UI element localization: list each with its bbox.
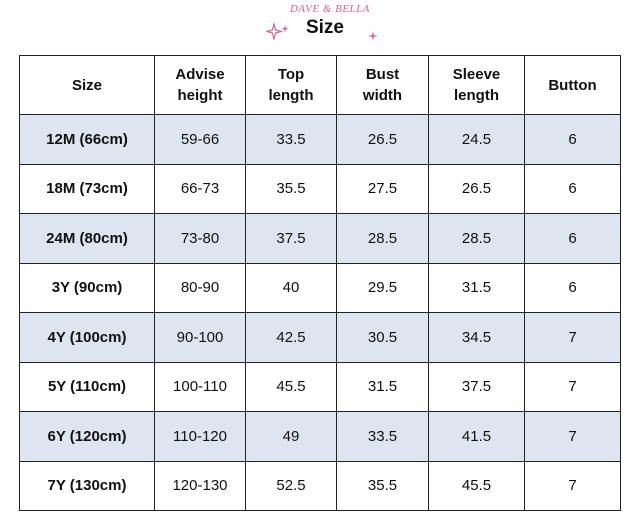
header-line: length: [454, 87, 499, 104]
header-line: Bust: [365, 66, 400, 83]
top-length-cell: 49: [245, 411, 337, 462]
button-cell: 6: [524, 163, 621, 214]
size-cell: 3Y (90cm): [19, 262, 155, 313]
sleeve-length-cell: 24.5: [428, 114, 525, 165]
table-header-row: Size Advise height Top length Bust width Sl…: [19, 55, 621, 115]
bust-width-cell: 27.5: [336, 163, 429, 214]
header-line: length: [268, 87, 314, 104]
bust-width-cell: 30.5: [336, 312, 429, 363]
column-header-top-length: Top length: [245, 55, 337, 115]
height-cell: 80-90: [154, 262, 246, 313]
size-cell: 24M (80cm): [19, 213, 155, 264]
header-line: height: [177, 87, 223, 104]
header-line: width: [362, 87, 403, 104]
sleeve-length-cell: 28.5: [428, 213, 525, 264]
top-length-cell: 35.5: [245, 163, 337, 214]
table-row: 6Y (120cm) 110-120 49 33.5 41.5 7: [19, 411, 621, 462]
bust-width-cell: 33.5: [336, 411, 429, 462]
size-chart-table: Size Advise height Top length Bust width Sl…: [19, 55, 621, 511]
header-line: Top: [277, 66, 305, 83]
size-cell: 18M (73cm): [19, 163, 155, 214]
page-title: Size: [305, 17, 345, 38]
size-cell: 5Y (110cm): [19, 361, 155, 412]
top-length-cell: 40: [245, 262, 337, 313]
column-header-size: Size: [19, 55, 155, 115]
column-header-button: Button: [524, 55, 621, 115]
sparkle-icon: [266, 22, 289, 40]
top-length-cell: 52.5: [245, 460, 337, 511]
table-row: 4Y (100cm) 90-100 42.5 30.5 34.5 7: [19, 312, 621, 363]
sleeve-length-cell: 37.5: [428, 361, 525, 412]
page-header: DAVE & BELLA Size: [0, 0, 640, 54]
height-cell: 120-130: [154, 460, 246, 511]
table-row: 7Y (130cm) 120-130 52.5 35.5 45.5 7: [19, 460, 621, 511]
height-cell: 100-110: [154, 361, 246, 412]
header-line: Button: [548, 76, 597, 94]
button-cell: 6: [524, 213, 621, 264]
sleeve-length-cell: 45.5: [428, 460, 525, 511]
sleeve-length-cell: 31.5: [428, 262, 525, 313]
button-cell: 7: [524, 460, 621, 511]
height-cell: 73-80: [154, 213, 246, 264]
button-cell: 6: [524, 114, 621, 165]
height-cell: 59-66: [154, 114, 246, 165]
table-row: 12M (66cm) 59-66 33.5 26.5 24.5 6: [19, 114, 621, 165]
table-row: 5Y (110cm) 100-110 45.5 31.5 37.5 7: [19, 361, 621, 412]
height-cell: 90-100: [154, 312, 246, 363]
brand-logo-text: DAVE & BELLA: [289, 3, 370, 15]
table-row: 3Y (90cm) 80-90 40 29.5 31.5 6: [19, 262, 621, 313]
column-header-bust-width: Bust width: [336, 55, 429, 115]
sleeve-length-cell: 34.5: [428, 312, 525, 363]
height-cell: 66-73: [154, 163, 246, 214]
bust-width-cell: 31.5: [336, 361, 429, 412]
size-cell: 4Y (100cm): [19, 312, 155, 363]
top-length-cell: 42.5: [245, 312, 337, 363]
bust-width-cell: 26.5: [336, 114, 429, 165]
top-length-cell: 33.5: [245, 114, 337, 165]
size-cell: 7Y (130cm): [19, 460, 155, 511]
table-row: 24M (80cm) 73-80 37.5 28.5 28.5 6: [19, 213, 621, 264]
sleeve-length-cell: 41.5: [428, 411, 525, 462]
top-length-cell: 37.5: [245, 213, 337, 264]
header-line: Sleeve: [452, 66, 501, 83]
button-cell: 7: [524, 312, 621, 363]
sparkle-small-icon: [368, 31, 378, 41]
sleeve-length-cell: 26.5: [428, 163, 525, 214]
column-header-advise-height: Advise height: [154, 55, 246, 115]
bust-width-cell: 35.5: [336, 460, 429, 511]
size-cell: 6Y (120cm): [19, 411, 155, 462]
table-row: 18M (73cm) 66-73 35.5 27.5 26.5 6: [19, 163, 621, 214]
column-header-sleeve-length: Sleeve length: [428, 55, 525, 115]
size-cell: 12M (66cm): [19, 114, 155, 165]
top-length-cell: 45.5: [245, 361, 337, 412]
height-cell: 110-120: [154, 411, 246, 462]
header-line: Advise: [175, 66, 225, 83]
bust-width-cell: 28.5: [336, 213, 429, 264]
bust-width-cell: 29.5: [336, 262, 429, 313]
header-line: Size: [71, 76, 102, 94]
button-cell: 7: [524, 361, 621, 412]
button-cell: 6: [524, 262, 621, 313]
button-cell: 7: [524, 411, 621, 462]
